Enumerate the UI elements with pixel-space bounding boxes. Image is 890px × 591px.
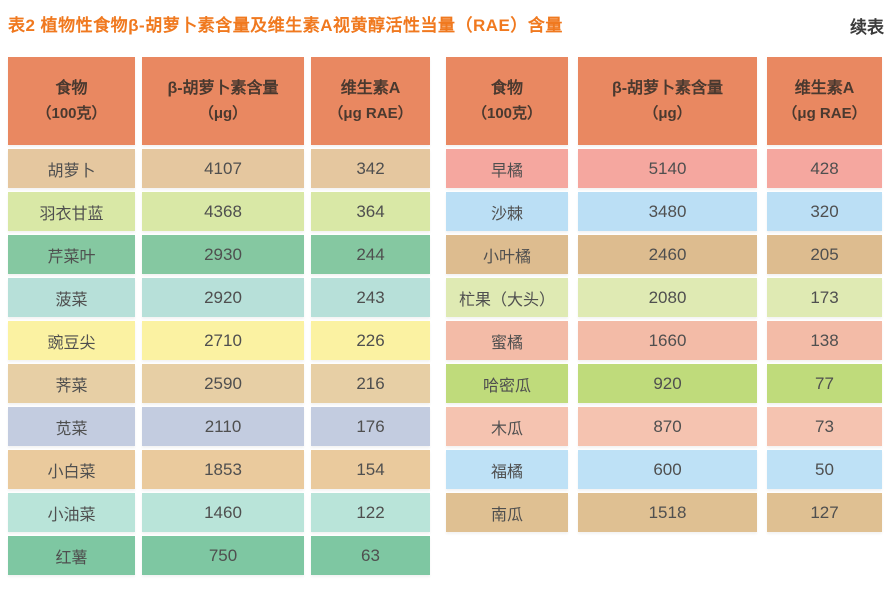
food-name-cell: 豌豆尖 [8,321,135,360]
vitamin-a-value-cell: 243 [311,278,430,317]
food-name-cell: 苋菜 [8,407,135,446]
page-title: 表2 植物性食物β-胡萝卜素含量及维生素A视黄醇活性当量（RAE）含量 [8,16,563,35]
vitamin-a-value-cell: 428 [767,149,882,188]
beta-carotene-value-cell: 600 [578,450,757,489]
beta-carotene-value-cell: 4107 [142,149,304,188]
header-line: （μg） [198,104,248,122]
header-line: 维生素A [340,79,401,97]
continuation-label: 续表 [850,18,884,37]
beta-carotene-value-cell: 4368 [142,192,304,231]
beta-carotene-value-cell: 920 [578,364,757,403]
vitamin-a-value-cell: 364 [311,192,430,231]
beta-carotene-value-cell: 3480 [578,192,757,231]
beta-carotene-value-cell: 2460 [578,235,757,274]
vitamin-a-value-cell: 342 [311,149,430,188]
food-name-cell: 南瓜 [446,493,568,532]
fruit-table: 食物 （100克） β-胡萝卜素含量 （μg） 维生素A （μg RAE） 早橘… [446,57,882,532]
beta-carotene-value-cell: 870 [578,407,757,446]
header-line: （100克） [471,104,543,122]
header-line: 维生素A [794,79,855,97]
vitamin-a-value-cell: 77 [767,364,882,403]
header-line: （μg） [643,104,692,122]
vitamin-a-value-cell: 320 [767,192,882,231]
vitamin-a-value-cell: 73 [767,407,882,446]
vitamin-a-value-cell: 50 [767,450,882,489]
food-name-cell: 芹菜叶 [8,235,135,274]
header-beta-carotene-column: β-胡萝卜素含量 （μg） [142,57,304,145]
beta-carotene-value-cell: 1853 [142,450,304,489]
food-name-cell: 蜜橘 [446,321,568,360]
beta-carotene-value-cell: 2920 [142,278,304,317]
header-line: β-胡萝卜素含量 [611,79,724,97]
vitamin-a-value-cell: 63 [311,536,430,575]
food-name-cell: 胡萝卜 [8,149,135,188]
beta-carotene-value-cell: 5140 [578,149,757,188]
beta-carotene-value-cell: 2080 [578,278,757,317]
food-name-cell: 菠菜 [8,278,135,317]
beta-carotene-value-cell: 1460 [142,493,304,532]
beta-carotene-value-cell: 2710 [142,321,304,360]
vitamin-a-value-cell: 226 [311,321,430,360]
header-beta-carotene-column: β-胡萝卜素含量 （μg） [578,57,757,145]
vitamin-a-value-cell: 154 [311,450,430,489]
header-line: （100克） [36,104,107,122]
vitamin-a-value-cell: 176 [311,407,430,446]
header-line: （μg RAE） [328,104,413,122]
header-line: β-胡萝卜素含量 [167,79,279,97]
vitamin-a-value-cell: 122 [311,493,430,532]
beta-carotene-value-cell: 2110 [142,407,304,446]
header-vitamin-a-column: 维生素A （μg RAE） [311,57,430,145]
food-name-cell: 木瓜 [446,407,568,446]
food-name-cell: 杧果（大头） [446,278,568,317]
header-line: 食物 [490,79,523,97]
beta-carotene-value-cell: 2930 [142,235,304,274]
header-line: （μg RAE） [782,104,867,122]
vitamin-a-value-cell: 205 [767,235,882,274]
vegetable-table: 食物 （100克） β-胡萝卜素含量 （μg） 维生素A （μg RAE） 胡萝… [8,57,430,575]
beta-carotene-value-cell: 1660 [578,321,757,360]
food-name-cell: 沙棘 [446,192,568,231]
beta-carotene-value-cell: 1518 [578,493,757,532]
food-name-cell: 哈密瓜 [446,364,568,403]
food-name-cell: 小叶橘 [446,235,568,274]
vitamin-a-value-cell: 138 [767,321,882,360]
vitamin-a-value-cell: 216 [311,364,430,403]
vitamin-a-value-cell: 173 [767,278,882,317]
food-name-cell: 小白菜 [8,450,135,489]
vitamin-a-value-cell: 127 [767,493,882,532]
food-name-cell: 羽衣甘蓝 [8,192,135,231]
food-name-cell: 福橘 [446,450,568,489]
header-food-column: 食物 （100克） [446,57,568,145]
header-food-column: 食物 （100克） [8,57,135,145]
beta-carotene-value-cell: 750 [142,536,304,575]
beta-carotene-value-cell: 2590 [142,364,304,403]
food-name-cell: 荠菜 [8,364,135,403]
header-line: 食物 [55,79,88,97]
food-name-cell: 红薯 [8,536,135,575]
food-name-cell: 小油菜 [8,493,135,532]
vitamin-a-value-cell: 244 [311,235,430,274]
food-name-cell: 早橘 [446,149,568,188]
header-vitamin-a-column: 维生素A （μg RAE） [767,57,882,145]
